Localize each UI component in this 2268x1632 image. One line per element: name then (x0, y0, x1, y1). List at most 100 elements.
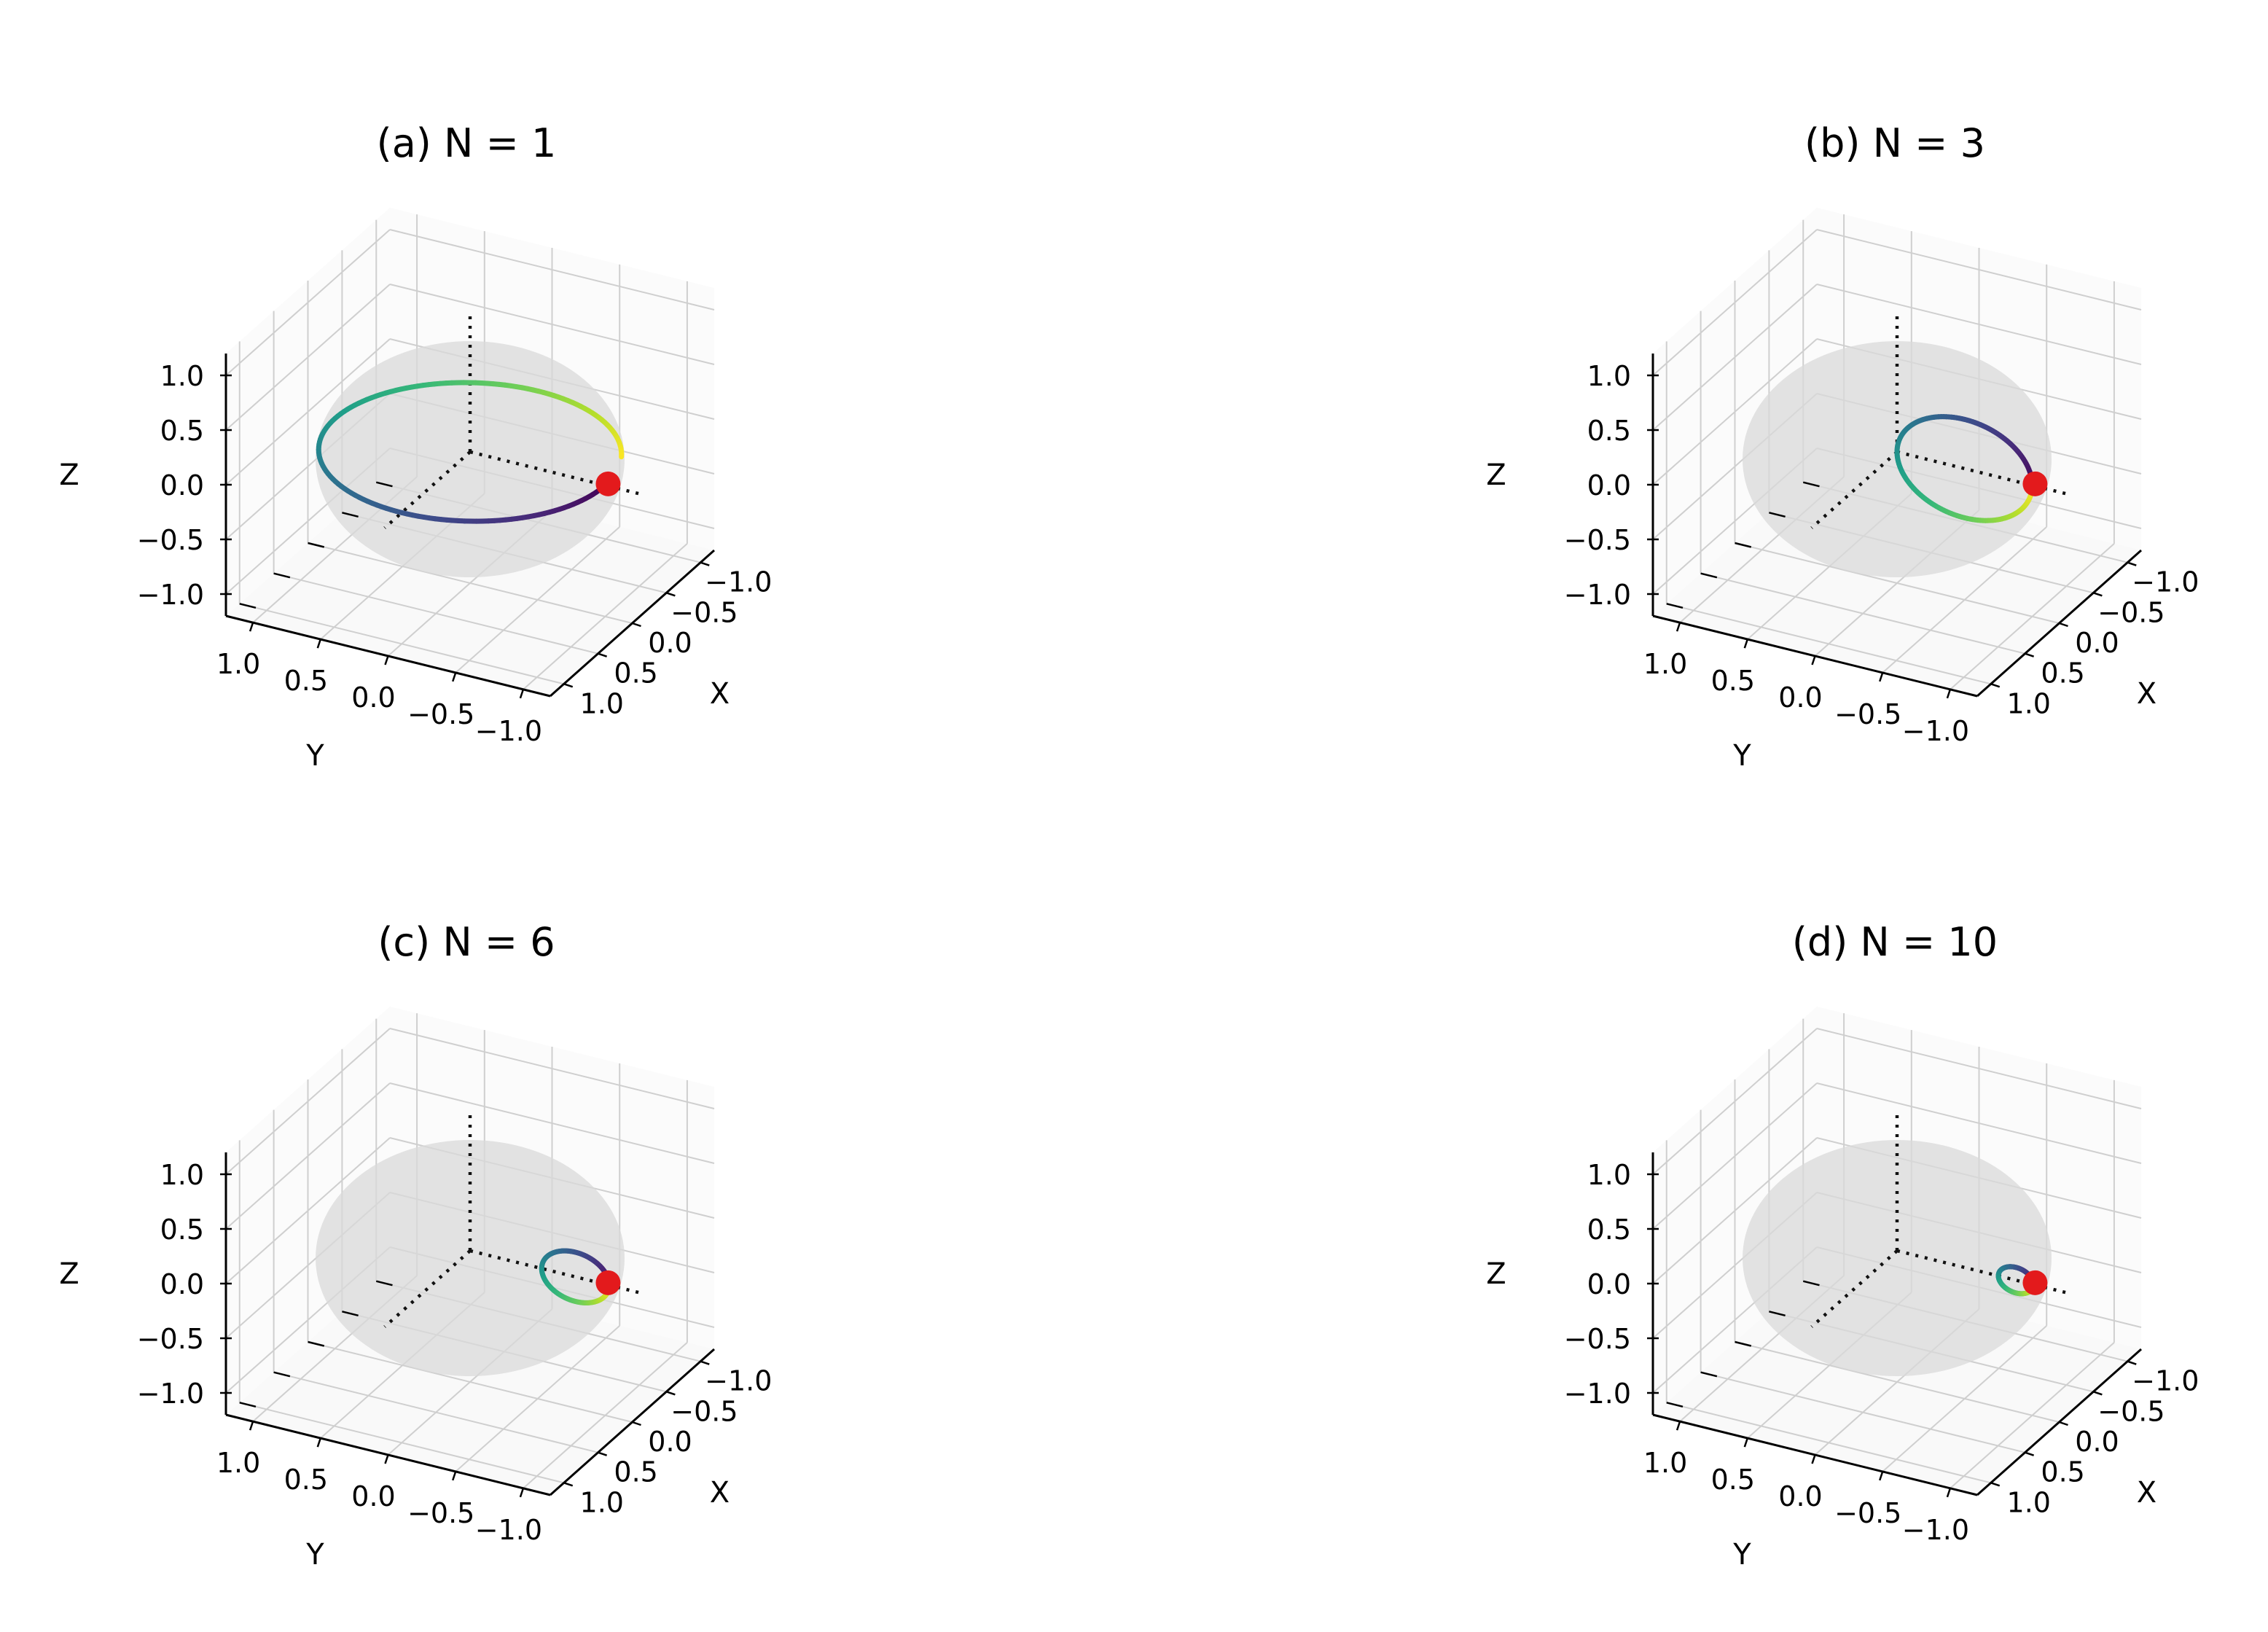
x-tick-label: −1.0 (705, 566, 772, 598)
z-axis-label: Z (1486, 458, 1506, 492)
y-tick (1675, 1421, 1681, 1431)
y-tick (1769, 512, 1786, 518)
x-tick (598, 652, 608, 657)
bloch-sphere (1743, 1140, 2052, 1376)
y-tick-label: 0.0 (1778, 682, 1822, 714)
y-tick-label: 0.5 (284, 665, 328, 697)
x-tick-label: −0.5 (670, 596, 738, 628)
z-tick-label: 1.0 (1587, 360, 1631, 392)
grid-line (1816, 1028, 2142, 1109)
x-tick (632, 1421, 641, 1426)
x-axis-label: X (2137, 677, 2156, 711)
x-tick-label: −1.0 (705, 1365, 772, 1397)
grid-line (225, 338, 391, 485)
z-tick-label: 0.5 (1587, 415, 1631, 447)
y-tick-label: −0.5 (1834, 1497, 1901, 1529)
y-axis-label: Y (305, 1538, 324, 1572)
start-point (2022, 1270, 2048, 1295)
y-tick (239, 603, 257, 609)
y-tick-label: 0.0 (351, 1480, 395, 1512)
grid-line (1700, 1371, 2025, 1453)
grid-line (523, 543, 688, 690)
y-tick (1666, 603, 1684, 609)
x-tick (563, 683, 574, 688)
x-tick (1990, 1482, 2001, 1487)
x-tick-label: 0.5 (614, 657, 657, 690)
x-tick (2025, 652, 2035, 657)
panel-3: 1.00.50.0−0.5−1.01.00.50.0−0.5−1.01.00.5… (1486, 1007, 2199, 1572)
x-tick (563, 1482, 574, 1487)
x-tick (665, 1391, 676, 1396)
y-tick (308, 542, 325, 548)
y-tick (273, 572, 291, 579)
z-tick-label: 0.0 (160, 1268, 204, 1300)
y-tick (1811, 1454, 1816, 1464)
panel-title: (a) N = 1 (377, 120, 557, 166)
z-axis-label: Z (1486, 1257, 1506, 1291)
grid-line (225, 1028, 391, 1175)
z-tick-label: 0.0 (1587, 469, 1631, 501)
z-tick-label: 0.5 (1587, 1214, 1631, 1246)
grid-line (225, 229, 391, 376)
x-tick-label: 0.5 (2041, 657, 2084, 690)
y-tick (1879, 1471, 1884, 1481)
y-tick (1735, 542, 1752, 548)
grid-line (1666, 1402, 1991, 1484)
x-axis-label: X (710, 1476, 730, 1510)
z-tick-label: −1.0 (137, 1378, 204, 1410)
panel-title: (c) N = 6 (378, 919, 555, 965)
z-tick-label: 0.5 (160, 1214, 204, 1246)
grid-line (455, 526, 620, 674)
y-tick-label: 1.0 (1643, 1447, 1687, 1479)
y-tick (375, 1280, 393, 1287)
grid-line (1950, 1342, 2115, 1489)
y-tick (519, 1488, 525, 1498)
grid-line (1816, 284, 2142, 365)
grid-line (239, 1402, 564, 1484)
x-tick-label: 1.0 (580, 687, 624, 719)
start-point (595, 471, 621, 496)
y-tick (1743, 1437, 1748, 1448)
x-tick (632, 622, 641, 628)
z-tick-label: 1.0 (160, 1159, 204, 1191)
x-tick-label: 0.0 (2075, 1426, 2119, 1458)
grid-line (225, 284, 391, 431)
x-tick-label: 0.5 (614, 1456, 657, 1488)
z-tick-label: −1.0 (1564, 579, 1631, 611)
y-tick (375, 481, 393, 488)
x-tick (2092, 592, 2103, 597)
y-tick (384, 1454, 389, 1464)
z-tick-label: −0.5 (1564, 524, 1631, 556)
grid-line (523, 1342, 688, 1489)
y-tick (1700, 572, 1718, 579)
x-tick-label: −0.5 (2097, 596, 2165, 628)
y-tick-label: 0.5 (1711, 665, 1755, 697)
grid-line (1652, 1082, 1818, 1230)
y-tick (239, 1402, 257, 1408)
y-tick (1879, 672, 1884, 682)
panel-1: 1.00.50.0−0.5−1.01.00.50.0−0.5−1.01.00.5… (1486, 208, 2199, 773)
y-tick-label: 1.0 (216, 648, 260, 680)
y-tick (1743, 639, 1748, 649)
y-tick (308, 1340, 325, 1347)
x-tick (1990, 683, 2001, 688)
grid-line (308, 542, 633, 624)
y-tick (384, 655, 389, 665)
grid-line (1666, 603, 1991, 685)
x-tick (2025, 1451, 2035, 1456)
z-tick-label: −1.0 (1564, 1378, 1631, 1410)
y-reference-axis (383, 1249, 472, 1328)
panel-0: 1.00.50.0−0.5−1.01.00.50.0−0.5−1.01.00.5… (59, 208, 772, 773)
panel-title: (d) N = 10 (1792, 919, 1998, 965)
bloch-sphere (316, 341, 625, 577)
bloch-sphere (316, 1140, 625, 1376)
x-tick (2127, 561, 2137, 566)
z-tick-label: −0.5 (137, 1323, 204, 1355)
y-tick-label: −0.5 (1834, 698, 1901, 730)
y-tick (342, 1311, 359, 1317)
x-tick (700, 1360, 710, 1365)
y-tick (1811, 655, 1816, 665)
z-tick-label: 0.0 (1587, 1268, 1631, 1300)
y-tick (1666, 1402, 1684, 1408)
y-tick-label: 0.0 (1778, 1480, 1822, 1512)
